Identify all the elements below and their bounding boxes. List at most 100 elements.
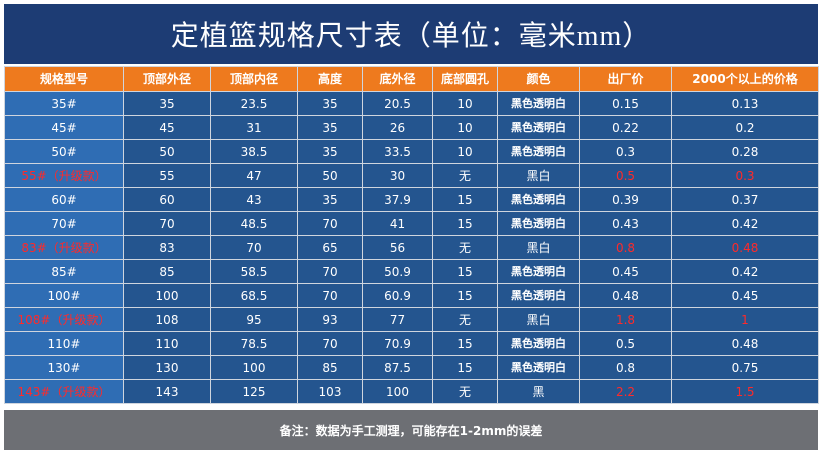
cell-model: 143#（升级款）: [4, 379, 124, 404]
cell-height: 70: [297, 331, 363, 356]
cell-bottom-outer: 41: [362, 211, 433, 236]
table-row: 60# 60 43 35 37.9 15 黑色透明白 0.39 0.37: [4, 187, 819, 212]
cell-model: 35#: [4, 91, 124, 116]
cell-color: 黑色透明白: [497, 115, 580, 140]
cell-model: 50#: [4, 139, 124, 164]
cell-top-inner: 31: [210, 115, 298, 140]
cell-top-inner: 47: [210, 163, 298, 188]
cell-top-outer: 45: [123, 115, 211, 140]
header-height: 高度: [297, 66, 363, 92]
cell-top-outer: 83: [123, 235, 211, 260]
cell-height: 35: [297, 115, 363, 140]
cell-price: 0.15: [579, 91, 672, 116]
cell-price: 0.8: [579, 355, 672, 380]
cell-color: 黑白: [497, 163, 580, 188]
cell-height: 70: [297, 283, 363, 308]
cell-bottom-outer: 100: [362, 379, 433, 404]
page-title: 定植篮规格尺寸表（单位：毫米mm）: [4, 4, 818, 64]
cell-height: 70: [297, 211, 363, 236]
cell-top-inner: 43: [210, 187, 298, 212]
cell-height: 85: [297, 355, 363, 380]
table-row: 85# 85 58.5 70 50.9 15 黑色透明白 0.45 0.42: [4, 259, 819, 284]
cell-top-outer: 35: [123, 91, 211, 116]
table-row: 35# 35 23.5 35 20.5 10 黑色透明白 0.15 0.13: [4, 91, 819, 116]
table-row: 108#（升级款） 108 95 93 77 无黑白 1.8 1: [4, 307, 819, 332]
cell-height: 35: [297, 139, 363, 164]
cell-model: 55#（升级款）: [4, 163, 124, 188]
cell-bottom-hole: 15: [432, 187, 498, 212]
cell-model: 85#: [4, 259, 124, 284]
cell-bottom-outer: 33.5: [362, 139, 433, 164]
cell-top-outer: 85: [123, 259, 211, 284]
header-model: 规格型号: [4, 66, 124, 92]
cell-price: 0.48: [579, 283, 672, 308]
cell-top-inner: 23.5: [210, 91, 298, 116]
cell-bottom-hole: 15: [432, 211, 498, 236]
cell-model: 83#（升级款）: [4, 235, 124, 260]
cell-top-outer: 143: [123, 379, 211, 404]
header-bottom-hole: 底部圆孔: [432, 66, 498, 92]
header-price: 出厂价: [579, 66, 672, 92]
cell-model: 60#: [4, 187, 124, 212]
cell-bulk-price: 1: [671, 307, 819, 332]
header-bulk-price: 2000个以上的价格: [671, 66, 819, 92]
cell-price: 0.43: [579, 211, 672, 236]
cell-top-outer: 50: [123, 139, 211, 164]
cell-bottom-hole: 10: [432, 115, 498, 140]
cell-color: 黑色透明白: [497, 91, 580, 116]
cell-bottom-outer: 60.9: [362, 283, 433, 308]
cell-price: 0.39: [579, 187, 672, 212]
header-top-outer: 顶部外径: [123, 66, 211, 92]
cell-price: 0.5: [579, 163, 672, 188]
cell-top-outer: 70: [123, 211, 211, 236]
cell-bottom-hole: 10: [432, 91, 498, 116]
cell-color: 黑白: [497, 235, 580, 260]
cell-bottom-outer: 20.5: [362, 91, 433, 116]
cell-top-inner: 125: [210, 379, 298, 404]
cell-bottom-hole: 无: [432, 379, 498, 404]
table-row: 100# 100 68.5 70 60.9 15 黑色透明白 0.48 0.45: [4, 283, 819, 308]
cell-bulk-price: 0.42: [671, 259, 819, 284]
table-row: 55#（升级款） 55 47 50 30 无黑白 0.5 0.3: [4, 163, 819, 188]
cell-price: 0.8: [579, 235, 672, 260]
table-row: 130# 130 100 85 87.5 15 黑色透明白 0.8 0.75: [4, 355, 819, 380]
cell-color: 黑色透明白: [497, 187, 580, 212]
cell-height: 35: [297, 187, 363, 212]
cell-color: 黑: [497, 379, 580, 404]
table-row: 143#（升级款） 143 125 103 100 无黑 2.2 1.5: [4, 379, 819, 404]
cell-model: 108#（升级款）: [4, 307, 124, 332]
cell-color: 黑白: [497, 307, 580, 332]
cell-color: 黑色透明白: [497, 211, 580, 236]
cell-price: 1.8: [579, 307, 672, 332]
cell-price: 0.5: [579, 331, 672, 356]
footnote: 备注：数据为手工测理，可能存在1-2mm的误差: [4, 410, 818, 450]
cell-top-outer: 60: [123, 187, 211, 212]
cell-bulk-price: 0.13: [671, 91, 819, 116]
cell-top-inner: 48.5: [210, 211, 298, 236]
cell-bottom-outer: 70.9: [362, 331, 433, 356]
cell-top-inner: 58.5: [210, 259, 298, 284]
cell-bottom-hole: 15: [432, 331, 498, 356]
cell-top-outer: 108: [123, 307, 211, 332]
header-top-inner: 顶部内径: [210, 66, 298, 92]
cell-height: 50: [297, 163, 363, 188]
cell-bottom-outer: 30: [362, 163, 433, 188]
header-color: 颜色: [497, 66, 580, 92]
cell-bulk-price: 0.48: [671, 331, 819, 356]
table-row: 45# 45 31 35 26 10 黑色透明白 0.22 0.2: [4, 115, 819, 140]
cell-bottom-outer: 87.5: [362, 355, 433, 380]
table-row: 110# 110 78.5 70 70.9 15 黑色透明白 0.5 0.48: [4, 331, 819, 356]
cell-price: 0.45: [579, 259, 672, 284]
cell-bottom-hole: 15: [432, 355, 498, 380]
cell-model: 45#: [4, 115, 124, 140]
cell-bottom-hole: 10: [432, 139, 498, 164]
cell-bottom-hole: 15: [432, 259, 498, 284]
header-row: 规格型号 顶部外径 顶部内径 高度 底外径 底部圆孔 颜色 出厂价 2000个以…: [4, 66, 819, 92]
table-row: 83#（升级款） 83 70 65 56 无黑白 0.8 0.48: [4, 235, 819, 260]
cell-color: 黑色透明白: [497, 331, 580, 356]
cell-top-outer: 130: [123, 355, 211, 380]
cell-model: 130#: [4, 355, 124, 380]
cell-top-outer: 110: [123, 331, 211, 356]
cell-color: 黑色透明白: [497, 355, 580, 380]
